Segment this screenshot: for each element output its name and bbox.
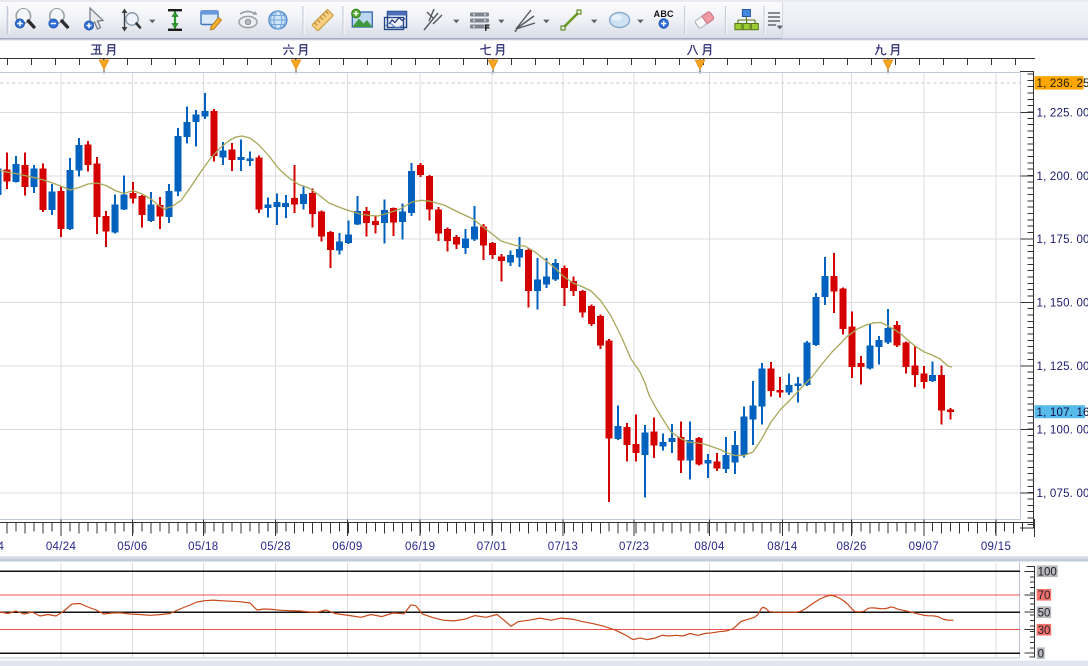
svg-text:09/15: 09/15 bbox=[981, 541, 1011, 553]
svg-text:1, 075. 00: 1, 075. 00 bbox=[1037, 488, 1088, 500]
svg-text:50: 50 bbox=[1038, 607, 1051, 619]
svg-text:1, 107. 16: 1, 107. 16 bbox=[1037, 407, 1088, 419]
svg-text:08/04: 08/04 bbox=[694, 541, 725, 553]
svg-text:09/07: 09/07 bbox=[909, 541, 939, 553]
svg-text:F: F bbox=[485, 23, 491, 33]
svg-text:06/19: 06/19 bbox=[405, 541, 435, 553]
svg-text:1, 150. 00: 1, 150. 00 bbox=[1037, 298, 1088, 310]
svg-text:04/24: 04/24 bbox=[46, 541, 77, 553]
svg-text:1, 200. 00: 1, 200. 00 bbox=[1037, 171, 1088, 183]
svg-text:06/09: 06/09 bbox=[332, 541, 362, 553]
svg-text:08/26: 08/26 bbox=[836, 541, 866, 553]
svg-text:1, 175. 00: 1, 175. 00 bbox=[1037, 234, 1088, 246]
svg-text:08/14: 08/14 bbox=[767, 541, 798, 553]
svg-text:04/14: 04/14 bbox=[0, 541, 4, 553]
svg-text:1, 100. 00: 1, 100. 00 bbox=[1037, 425, 1088, 437]
svg-text:07/13: 07/13 bbox=[548, 541, 578, 553]
svg-text:05/28: 05/28 bbox=[261, 541, 291, 553]
svg-text:05/06: 05/06 bbox=[117, 541, 147, 553]
svg-text:07/01: 07/01 bbox=[477, 541, 507, 553]
svg-text:ABC: ABC bbox=[654, 9, 674, 19]
svg-text:100: 100 bbox=[1038, 567, 1057, 579]
svg-text:07/23: 07/23 bbox=[619, 541, 649, 553]
svg-text:0: 0 bbox=[1038, 648, 1044, 660]
svg-text:70: 70 bbox=[1038, 590, 1051, 602]
svg-text:05/18: 05/18 bbox=[188, 541, 218, 553]
svg-text:1, 225. 00: 1, 225. 00 bbox=[1037, 107, 1088, 119]
svg-text:30: 30 bbox=[1038, 625, 1051, 637]
svg-text:1, 236. 25: 1, 236. 25 bbox=[1037, 78, 1088, 90]
svg-text:1, 125. 00: 1, 125. 00 bbox=[1037, 361, 1088, 373]
